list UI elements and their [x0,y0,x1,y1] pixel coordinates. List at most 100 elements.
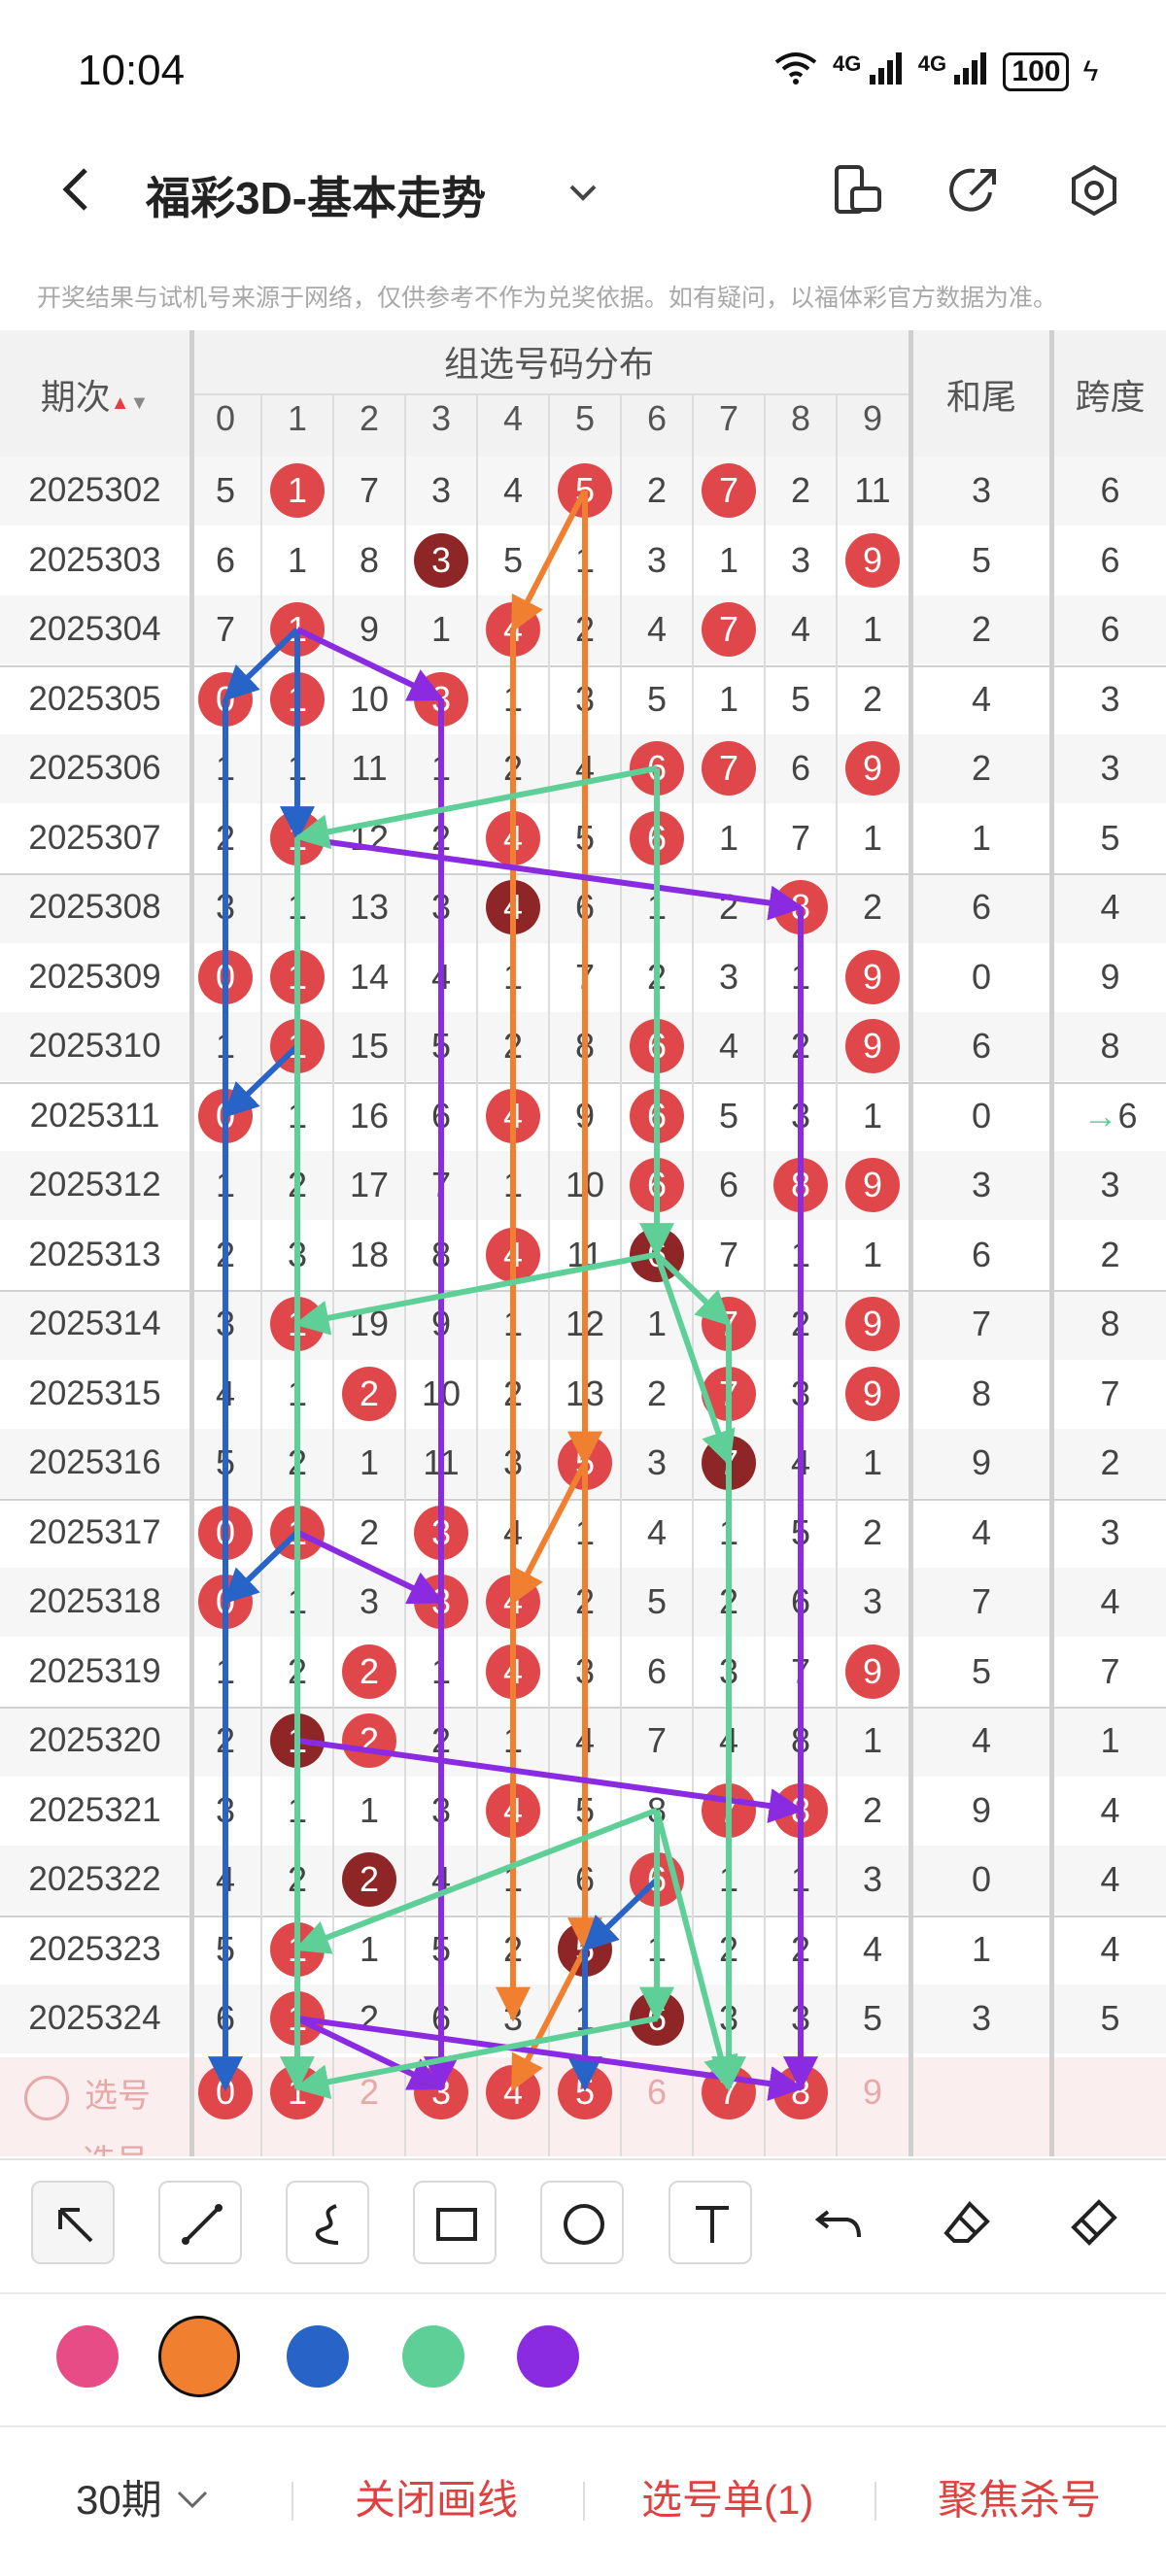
period-selector[interactable]: 30期 [76,2467,212,2526]
settings-button[interactable] [1067,163,1121,218]
header-issue[interactable]: 期次▲▼ [0,369,189,420]
digit-cell: 5 [574,1789,596,1830]
sum-tail-value: 6 [971,1026,992,1066]
undo-icon [814,2210,861,2238]
digit-cell: 5 [430,1928,452,1969]
pick-number[interactable]: 6 [646,2072,668,2112]
digit-cell: 2 [333,1360,405,1428]
rotate-screen-icon [835,165,881,214]
digit-cell: 0 [189,1499,261,1567]
share-button[interactable] [947,163,1002,218]
title-dropdown-button[interactable] [564,173,602,212]
hit-number-ball: 3 [414,671,468,727]
repeat-number-ball: 2 [342,1852,396,1907]
repeat-number-ball: 7 [702,1436,756,1490]
pick-number[interactable]: 1 [261,2057,333,2127]
sum-tail-value: 8 [971,1373,992,1413]
pick-number-ball: 4 [486,2065,540,2119]
digit-cell: 4 [502,470,524,510]
page-title[interactable]: 福彩3D-基本走势 [146,173,487,223]
issue-number: 2025316 [28,1443,161,1481]
undo-button[interactable] [797,2181,880,2264]
digit-cell: 7 [790,817,811,858]
digit-cell: 1 [261,595,333,663]
digit-cell: 1 [287,748,308,788]
sum-tail-value: 0 [971,1095,992,1135]
hit-number-ball: 7 [702,741,756,796]
radio-icon [24,2076,69,2121]
repeat-number-ball: 3 [414,532,468,588]
arrow-tool-button[interactable] [31,2181,115,2264]
digit-cell: 5 [790,678,811,719]
pick-number[interactable]: 2 [359,2072,380,2112]
digit-cell: 7 [574,956,596,997]
sum-tail-value: 4 [971,1720,992,1760]
rotate-screen-button[interactable] [831,163,885,218]
header-digit: 4 [502,398,524,438]
digit-cell: 2 [502,748,524,788]
back-button[interactable] [49,160,107,219]
issue-number: 2025320 [28,1721,161,1759]
pick-number[interactable]: 4 [477,2057,549,2127]
digit-cell: 2 [790,1928,811,1969]
pick-number[interactable]: 7 [693,2057,765,2127]
line-tool-button[interactable] [158,2181,242,2264]
digit-cell: 1 [287,887,308,927]
pick-number[interactable]: 0 [189,2057,261,2127]
digit-cell: 4 [862,1928,883,1969]
digit-cell: 7 [693,1290,765,1358]
header-group-title: 组选号码分布 [443,344,654,384]
sum-tail-value: 0 [971,1859,992,1899]
pick-number-ball: 8 [773,2065,828,2119]
sum-tail-value: 3 [971,470,992,510]
digit-cell: 6 [621,1846,693,1914]
span-value: 5 [1100,1998,1120,2038]
color-pink-swatch[interactable] [56,2325,119,2388]
pick-number[interactable]: 3 [405,2057,477,2127]
clear-button[interactable] [1052,2181,1136,2264]
close-drawing-button[interactable]: 关闭画线 [355,2477,519,2523]
digit-cell: 6 [215,539,236,580]
digit-cell: 5 [215,1442,236,1482]
issue-number: 2025306 [28,749,161,787]
rect-tool-button[interactable] [413,2181,497,2264]
text-tool-button[interactable] [669,2181,752,2264]
digit-cell: 2 [862,1511,883,1552]
span-value: 6 [1100,470,1120,510]
pick-number[interactable]: 8 [765,2057,837,2127]
digit-cell: 4 [477,1568,549,1636]
color-orange-swatch[interactable] [158,2316,240,2397]
pick-number[interactable]: 9 [862,2072,883,2112]
digit-cell: 2 [287,1442,308,1482]
header-digit: 7 [718,398,739,438]
sum-tail-value: 4 [971,1511,992,1552]
digit-cell: 16 [349,1095,390,1135]
digit-cell: 2 [333,1638,405,1706]
digit-cell: 1 [287,539,308,580]
digit-divider [692,394,694,2156]
digit-cell: 5 [574,817,596,858]
pick-number[interactable]: 5 [549,2057,621,2127]
digit-cell: 14 [349,956,390,997]
digit-cell: 9 [837,1012,909,1080]
hit-number-ball: 5 [558,463,612,518]
pick-label[interactable]: 选号 [24,2069,151,2121]
pick-label-2[interactable]: 选号 [24,2135,149,2156]
curve-tool-button[interactable] [286,2181,369,2264]
eraser-button[interactable] [925,2181,1009,2264]
focus-kill-button[interactable]: 聚焦杀号 [938,2477,1102,2523]
color-green-swatch[interactable] [402,2325,464,2388]
digit-cell: 4 [790,609,811,649]
digit-cell: 2 [862,678,883,719]
digit-cell: 1 [287,1789,308,1830]
color-blue-swatch[interactable] [287,2325,349,2388]
circle-tool-button[interactable] [540,2181,624,2264]
color-purple-swatch[interactable] [517,2325,579,2388]
pick-list-button[interactable]: 选号单(1) [641,2477,814,2523]
digit-cell: 13 [565,1373,605,1413]
digit-cell: 1 [574,1998,596,2038]
digit-cell: 8 [359,539,380,580]
digit-cell: 1 [261,1499,333,1567]
digit-cell: 4 [718,1720,739,1760]
digit-cell: 1 [215,1165,236,1204]
